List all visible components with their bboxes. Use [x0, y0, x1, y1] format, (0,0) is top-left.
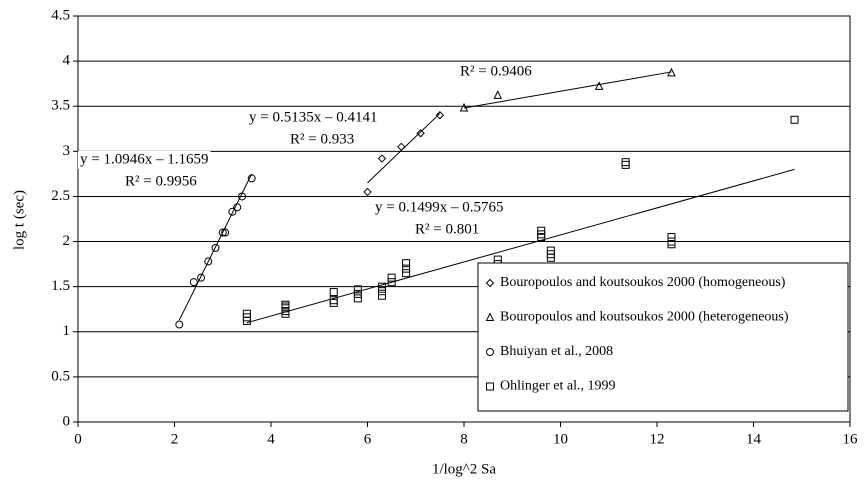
marker	[493, 90, 503, 99]
x-tick-label: 14	[746, 431, 762, 447]
marker	[281, 302, 290, 311]
marker	[546, 246, 555, 255]
legend-box	[477, 262, 849, 412]
legend-label: Ohlinger et al., 1999	[500, 379, 615, 394]
annotation: y = 0.1499x – 0.5765	[375, 199, 503, 215]
marker	[377, 282, 386, 291]
marker	[416, 129, 425, 138]
marker	[329, 296, 338, 305]
marker	[238, 192, 247, 201]
legend-label: Bouropoulos and koutsoukos 2000 (heterog…	[500, 310, 789, 325]
marker	[402, 269, 411, 278]
y-tick-label: 1.5	[51, 278, 70, 294]
trendline	[463, 71, 672, 109]
marker	[221, 228, 230, 237]
y-tick-label: 2.5	[51, 188, 70, 204]
marker	[459, 102, 469, 112]
marker	[204, 257, 213, 266]
marker	[377, 154, 387, 163]
x-tick-label: 4	[267, 431, 275, 447]
marker	[242, 309, 251, 318]
x-tick-label: 12	[650, 431, 665, 447]
marker	[790, 115, 799, 124]
x-tick-label: 10	[553, 431, 568, 447]
annotation-bg	[288, 131, 357, 149]
marker	[667, 67, 676, 77]
legend-marker	[485, 278, 495, 288]
marker	[363, 187, 372, 197]
marker	[387, 278, 396, 287]
marker	[621, 160, 630, 169]
marker	[667, 233, 676, 242]
marker	[667, 237, 676, 246]
marker	[247, 174, 256, 183]
legend-label: Bhuiyan et al., 2008	[500, 344, 613, 359]
annotation-bg	[413, 221, 482, 239]
y-tick-label: 3	[63, 143, 71, 159]
trendline	[246, 168, 795, 324]
x-tick-label: 6	[364, 431, 372, 447]
marker	[233, 203, 242, 212]
marker	[197, 273, 206, 282]
marker	[387, 273, 396, 282]
marker	[281, 300, 290, 309]
marker	[353, 289, 362, 298]
y-tick-label: 3.5	[51, 98, 70, 114]
y-tick-label: 0	[63, 413, 71, 429]
marker	[397, 142, 406, 152]
annotation: y = 1.0946x – 1.1659	[80, 151, 208, 167]
marker	[537, 226, 546, 235]
annotation: R² = 0.801	[415, 221, 479, 237]
marker	[329, 288, 338, 297]
annotation-bg	[458, 63, 534, 81]
marker	[402, 259, 411, 268]
x-tick-label: 16	[843, 431, 859, 447]
y-tick-label: 1	[63, 323, 71, 339]
annotation-bg	[247, 109, 380, 127]
y-tick-label: 2	[63, 233, 71, 249]
annotation: R² = 0.933	[290, 131, 354, 147]
y-axis-title: log t (sec)	[11, 190, 27, 250]
marker	[402, 264, 411, 273]
marker	[377, 287, 386, 296]
trendline	[178, 173, 253, 321]
marker	[621, 158, 630, 167]
legend-label: Bouropoulos and koutsoukos 2000 (homogen…	[500, 275, 786, 290]
marker	[594, 81, 604, 90]
annotation-bg	[373, 199, 506, 217]
y-tick-label: 4	[63, 53, 71, 69]
annotation: y = 0.5135x – 0.4141	[249, 109, 377, 125]
annotation-bg	[78, 151, 211, 169]
marker	[329, 298, 338, 307]
annotation-bg	[123, 173, 199, 191]
plot-frame	[77, 15, 851, 423]
legend-marker	[486, 382, 494, 391]
marker	[211, 243, 220, 252]
x-tick-label: 0	[74, 431, 82, 447]
marker	[189, 278, 198, 287]
marker	[435, 111, 445, 120]
marker	[353, 294, 362, 303]
marker	[377, 291, 386, 300]
marker	[228, 207, 237, 216]
annotation: R² = 0.9956	[125, 173, 197, 189]
legend-marker	[486, 348, 494, 356]
marker	[493, 255, 502, 264]
marker	[175, 320, 184, 329]
x-tick-label: 8	[460, 431, 468, 447]
x-axis-title: 1/log^2 Sa	[432, 461, 496, 477]
annotation: R² = 0.9406	[460, 63, 532, 79]
y-tick-label: 0.5	[51, 368, 70, 384]
legend-marker	[485, 312, 495, 321]
marker	[218, 228, 227, 237]
x-tick-label: 2	[171, 431, 179, 447]
y-tick-label: 4.5	[51, 7, 70, 23]
marker	[353, 285, 362, 294]
